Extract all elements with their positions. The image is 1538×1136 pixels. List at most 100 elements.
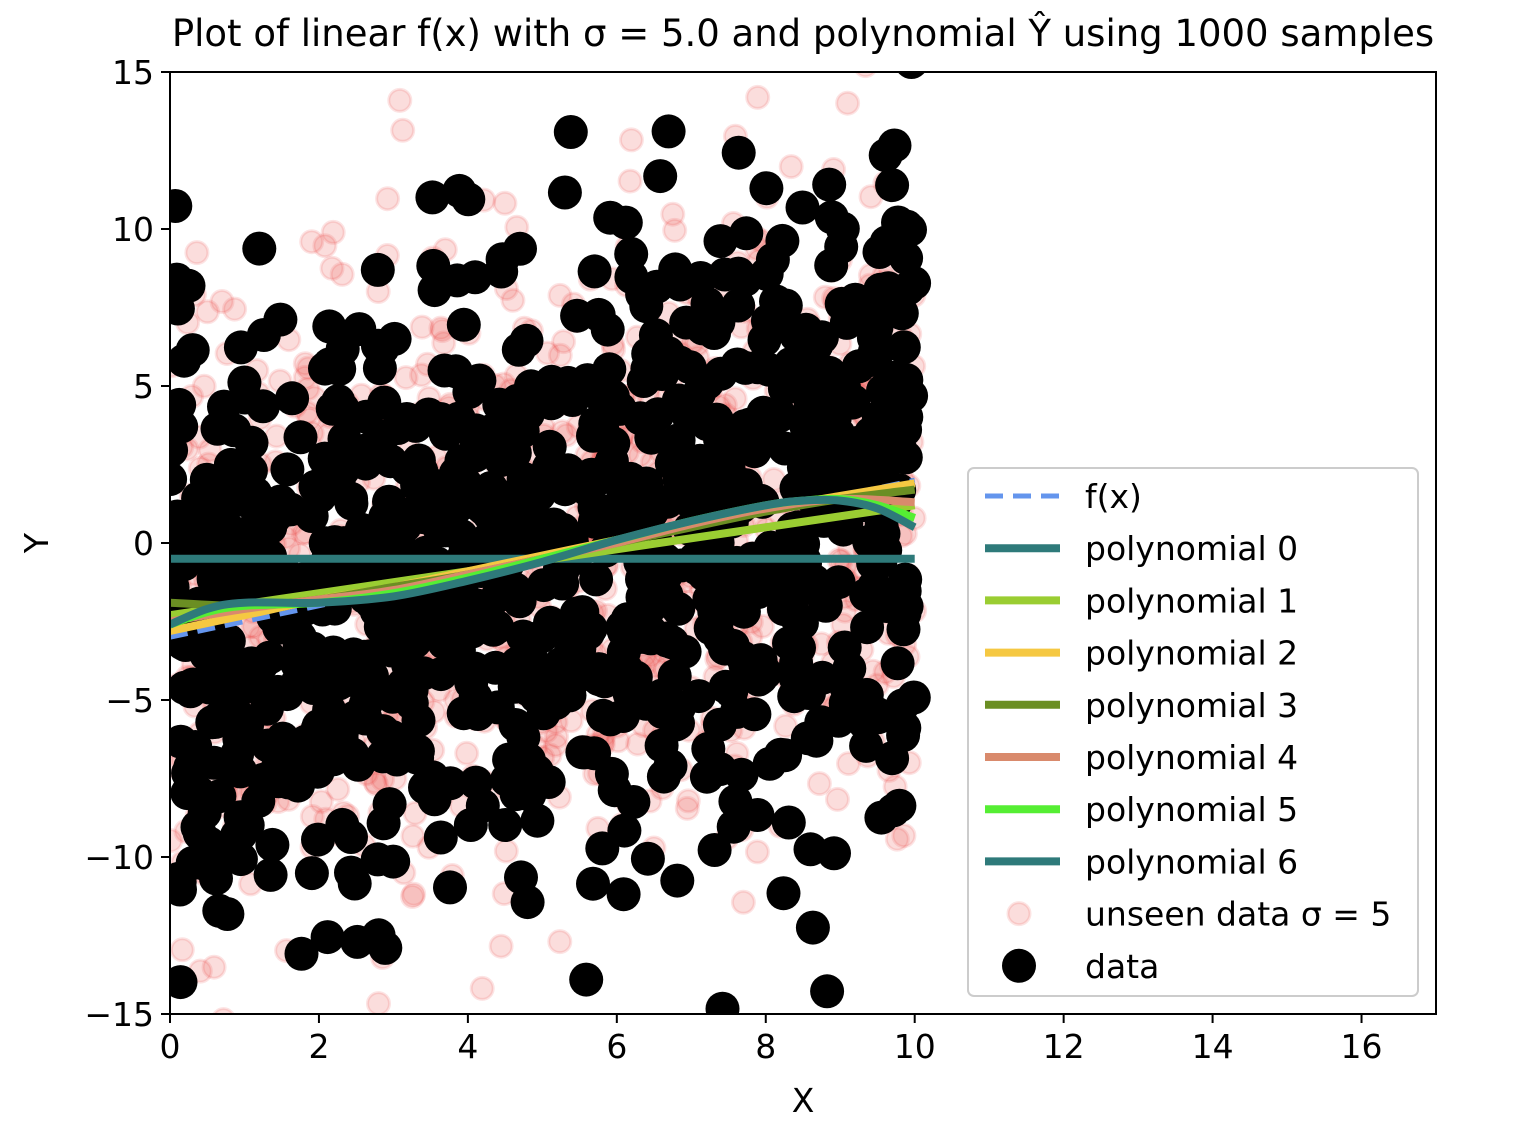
legend-frame (967, 467, 1419, 997)
data-point (257, 559, 292, 594)
data-point (283, 420, 318, 455)
legend-label: polynomial 3 (1085, 686, 1298, 725)
data-point (275, 381, 310, 416)
data-point (729, 216, 764, 251)
data-point (170, 189, 193, 223)
data-point (327, 451, 361, 486)
y-tick-label: −10 (84, 838, 154, 877)
data-point (766, 876, 801, 911)
unseen-data-point (492, 190, 518, 216)
data-point (724, 757, 759, 792)
legend-item: polynomial 0 (985, 529, 1298, 568)
legend-label: f(x) (1085, 477, 1142, 516)
unseen-data-point (493, 838, 519, 864)
data-point (453, 808, 488, 842)
unseen-data-point (806, 771, 832, 797)
data-point (446, 307, 481, 342)
x-axis-label: X (792, 1081, 815, 1120)
data-point (312, 692, 347, 727)
data-point (721, 135, 756, 170)
unseen-data-point (390, 117, 416, 143)
legend-item: polynomial 4 (985, 738, 1298, 777)
data-point (427, 588, 462, 623)
data-point (721, 288, 756, 323)
data-point (390, 451, 425, 486)
data-point (336, 637, 371, 672)
data-point (503, 231, 537, 266)
data-point (690, 286, 725, 321)
data-point (740, 350, 775, 385)
unseen-data-point (184, 240, 210, 266)
unseen-data-point (308, 789, 334, 815)
data-point (560, 298, 595, 333)
unseen-data-point (660, 201, 686, 227)
unseen-data-point (194, 299, 220, 325)
data-point (175, 845, 210, 880)
data-point (325, 392, 360, 426)
data-point (835, 385, 870, 420)
data-point (749, 256, 784, 291)
data-point (616, 785, 651, 819)
unseen-data-point (500, 287, 526, 313)
data-point (643, 159, 678, 194)
y-tick-label: −5 (105, 681, 154, 720)
data-point (771, 805, 806, 840)
unseen-data-point (299, 229, 325, 255)
data-point (501, 332, 536, 367)
data-point (897, 266, 932, 301)
data-point (777, 679, 812, 714)
legend-item: data (1002, 947, 1159, 986)
legend-swatch (1006, 901, 1032, 927)
legend-item: polynomial 3 (985, 686, 1298, 725)
unseen-data-point (745, 84, 771, 110)
data-point (552, 678, 587, 713)
unseen-data-point (543, 732, 569, 758)
data-point (511, 742, 546, 777)
data-point (217, 413, 252, 448)
data-point (400, 734, 435, 769)
legend-item: unseen data σ = 5 (1006, 895, 1391, 934)
data-point (398, 408, 433, 443)
data-point (270, 452, 305, 487)
data-point (301, 822, 335, 857)
unseen-data-point (222, 296, 248, 322)
data-point (498, 708, 533, 742)
data-point (703, 431, 738, 466)
data-point (175, 333, 210, 368)
data-point (881, 205, 915, 240)
data-point (451, 182, 486, 217)
data-point (875, 168, 910, 203)
data-point (181, 481, 216, 516)
data-point (888, 562, 923, 597)
data-point (793, 346, 827, 381)
data-point (810, 974, 845, 1009)
data-point (859, 696, 894, 731)
unseen-data-point (662, 217, 688, 243)
legend-label: polynomial 0 (1085, 529, 1298, 568)
data-point (877, 128, 912, 163)
data-point (871, 392, 906, 427)
data-point (697, 833, 732, 867)
data-point (772, 575, 807, 610)
x-tick-label: 14 (1192, 1027, 1234, 1066)
data-point (827, 630, 862, 665)
data-point (547, 175, 582, 210)
data-point (170, 965, 198, 1000)
legend-label: polynomial 4 (1085, 738, 1298, 777)
data-point (497, 435, 532, 470)
legend-item: f(x) (985, 477, 1142, 516)
polynomial-6-line (170, 495, 917, 629)
data-point (813, 424, 848, 459)
data-point (294, 499, 329, 533)
data-point (886, 330, 921, 365)
data-point (509, 503, 544, 538)
data-point (752, 746, 787, 781)
data-point (737, 697, 772, 732)
unseen-data-point (375, 186, 401, 212)
data-point (630, 841, 665, 876)
x-axis: 0 2 4 6 8 10 12 14 16 (160, 1014, 1383, 1066)
data-point (657, 659, 692, 693)
data-point (200, 701, 235, 736)
data-point (207, 631, 242, 666)
